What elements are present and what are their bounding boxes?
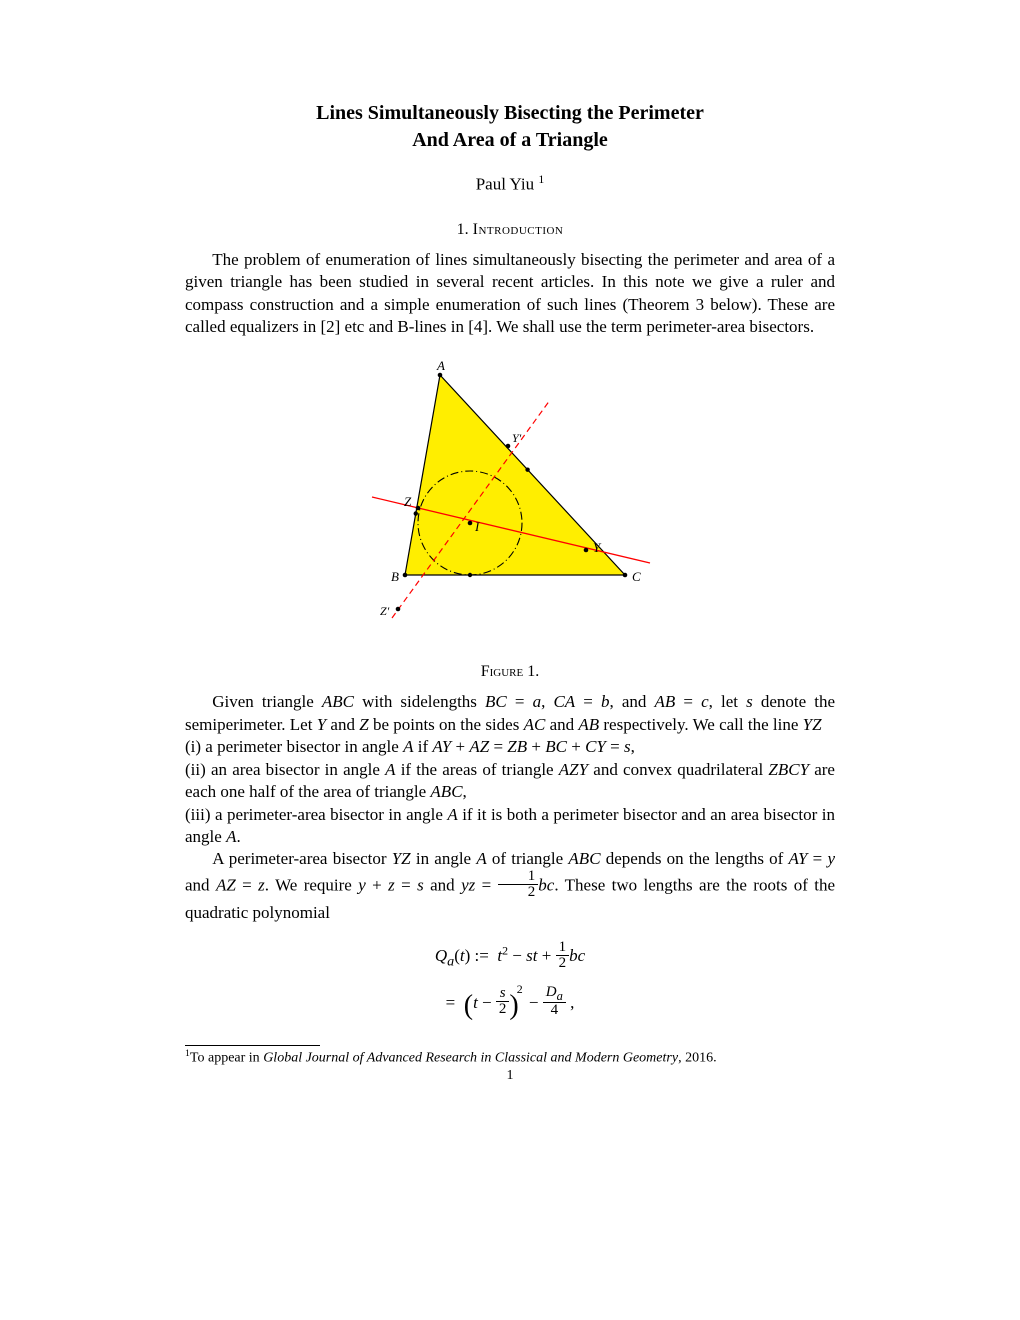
para-i: (i) a perimeter bisector in angle A if A… (185, 736, 835, 758)
svg-text:Y′: Y′ (512, 431, 522, 445)
footnote-lead: To appear in (190, 1050, 263, 1065)
svg-text:I: I (474, 519, 480, 534)
author-name: Paul Yiu (476, 175, 534, 194)
title-line-2: And Area of a Triangle (412, 129, 608, 151)
figure-1: ABCIYY′ZZ′ Figure 1. (185, 360, 835, 681)
svg-text:Z: Z (404, 494, 412, 509)
paper-title: Lines Simultaneously Bisecting the Perim… (185, 100, 835, 154)
page-number: 1 (185, 1068, 835, 1084)
para-ii: (ii) an area bisector in angle A if the … (185, 759, 835, 804)
equation-block: Qa(t) := t2 − st + 12bc = (t − s2)2 − Da… (185, 934, 835, 1024)
intro-paragraph: The problem of enumeration of lines simu… (185, 249, 835, 339)
author-footnote-mark: 1 (538, 172, 544, 186)
footnote-rule (185, 1045, 320, 1046)
svg-text:Z′: Z′ (380, 604, 390, 618)
figure-caption-sc: Figure (481, 663, 524, 680)
footnote-journal: Global Journal of Advanced Research in C… (263, 1050, 678, 1065)
author-line: Paul Yiu 1 (185, 172, 835, 195)
figure-caption-num: 1. (523, 663, 539, 680)
section-number: 1. (457, 221, 469, 238)
para-pab: A perimeter-area bisector YZ in angle A … (185, 848, 835, 924)
svg-text:A: A (436, 360, 445, 373)
section-heading: 1. Introduction (185, 221, 835, 239)
section-title: Introduction (473, 221, 564, 238)
figure-1-svg: ABCIYY′ZZ′ (340, 360, 680, 640)
footnote-year: , 2016. (678, 1050, 717, 1065)
para-iii: (iii) a perimeter-area bisector in angle… (185, 804, 835, 849)
title-line-1: Lines Simultaneously Bisecting the Perim… (316, 102, 704, 124)
footnote: 1To appear in Global Journal of Advanced… (185, 1048, 835, 1068)
para-given-triangle: Given triangle ABC with sidelengths BC =… (185, 691, 835, 736)
figure-caption: Figure 1. (185, 663, 835, 681)
svg-text:B: B (391, 569, 399, 584)
svg-text:C: C (632, 569, 641, 584)
